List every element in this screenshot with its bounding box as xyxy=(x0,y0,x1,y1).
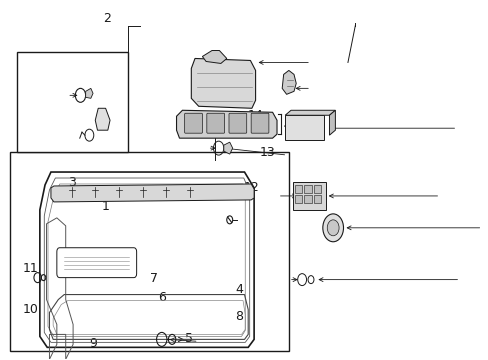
Polygon shape xyxy=(282,71,296,94)
Text: 8: 8 xyxy=(235,310,243,324)
Bar xyxy=(313,185,321,193)
Polygon shape xyxy=(329,110,335,135)
Text: 4: 4 xyxy=(235,283,243,296)
Bar xyxy=(294,195,302,203)
Text: 2: 2 xyxy=(103,12,111,25)
Text: 12: 12 xyxy=(244,181,259,194)
Bar xyxy=(292,182,325,210)
Bar xyxy=(294,185,302,193)
Text: 10: 10 xyxy=(22,303,38,316)
Text: 1: 1 xyxy=(102,201,109,213)
Polygon shape xyxy=(51,184,254,202)
Polygon shape xyxy=(224,142,232,154)
Text: 7: 7 xyxy=(150,272,158,285)
Text: 14: 14 xyxy=(247,109,263,122)
Polygon shape xyxy=(285,110,335,115)
Circle shape xyxy=(322,214,343,242)
Text: 5: 5 xyxy=(184,332,192,345)
Bar xyxy=(17,53,127,152)
Polygon shape xyxy=(85,88,93,98)
FancyBboxPatch shape xyxy=(57,248,136,278)
Text: 13: 13 xyxy=(260,146,275,159)
Text: 9: 9 xyxy=(89,337,97,350)
Bar xyxy=(10,152,288,351)
Text: 6: 6 xyxy=(158,291,166,304)
Polygon shape xyxy=(176,110,276,138)
Polygon shape xyxy=(191,58,255,108)
Bar xyxy=(285,115,323,140)
Text: 11: 11 xyxy=(22,262,38,275)
FancyBboxPatch shape xyxy=(184,113,202,133)
Bar xyxy=(313,195,321,203)
FancyBboxPatch shape xyxy=(251,113,268,133)
Bar xyxy=(304,185,311,193)
Polygon shape xyxy=(95,108,110,130)
Polygon shape xyxy=(202,50,226,63)
Text: 3: 3 xyxy=(68,176,76,189)
Circle shape xyxy=(326,220,338,236)
FancyBboxPatch shape xyxy=(228,113,246,133)
Bar xyxy=(304,195,311,203)
FancyBboxPatch shape xyxy=(206,113,224,133)
